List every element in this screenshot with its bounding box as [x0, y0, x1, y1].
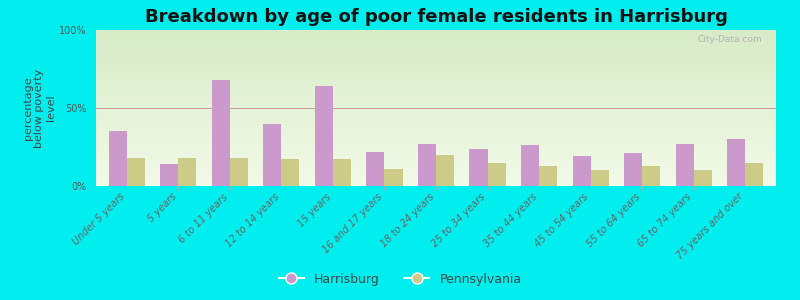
Bar	[539, 166, 557, 186]
Bar	[694, 170, 712, 186]
Bar	[624, 153, 642, 186]
Bar	[521, 146, 539, 186]
Bar	[487, 163, 506, 186]
Bar	[282, 160, 299, 186]
Bar	[642, 166, 660, 186]
Bar	[573, 156, 590, 186]
Bar	[418, 144, 436, 186]
Bar	[333, 160, 351, 186]
Bar	[212, 80, 230, 186]
Text: City-Data.com: City-Data.com	[698, 35, 762, 44]
Bar	[366, 152, 385, 186]
Bar	[727, 139, 745, 186]
Bar	[745, 163, 763, 186]
Bar	[385, 169, 402, 186]
Bar	[127, 158, 145, 186]
Bar	[470, 148, 487, 186]
Legend: Harrisburg, Pennsylvania: Harrisburg, Pennsylvania	[274, 268, 526, 291]
Bar	[315, 86, 333, 186]
Y-axis label: percentage
below poverty
level: percentage below poverty level	[22, 68, 56, 148]
Bar	[263, 124, 282, 186]
Bar	[160, 164, 178, 186]
Bar	[675, 144, 694, 186]
Bar	[178, 158, 197, 186]
Bar	[436, 155, 454, 186]
Bar	[109, 131, 127, 186]
Title: Breakdown by age of poor female residents in Harrisburg: Breakdown by age of poor female resident…	[145, 8, 727, 26]
Bar	[590, 170, 609, 186]
Bar	[230, 158, 248, 186]
